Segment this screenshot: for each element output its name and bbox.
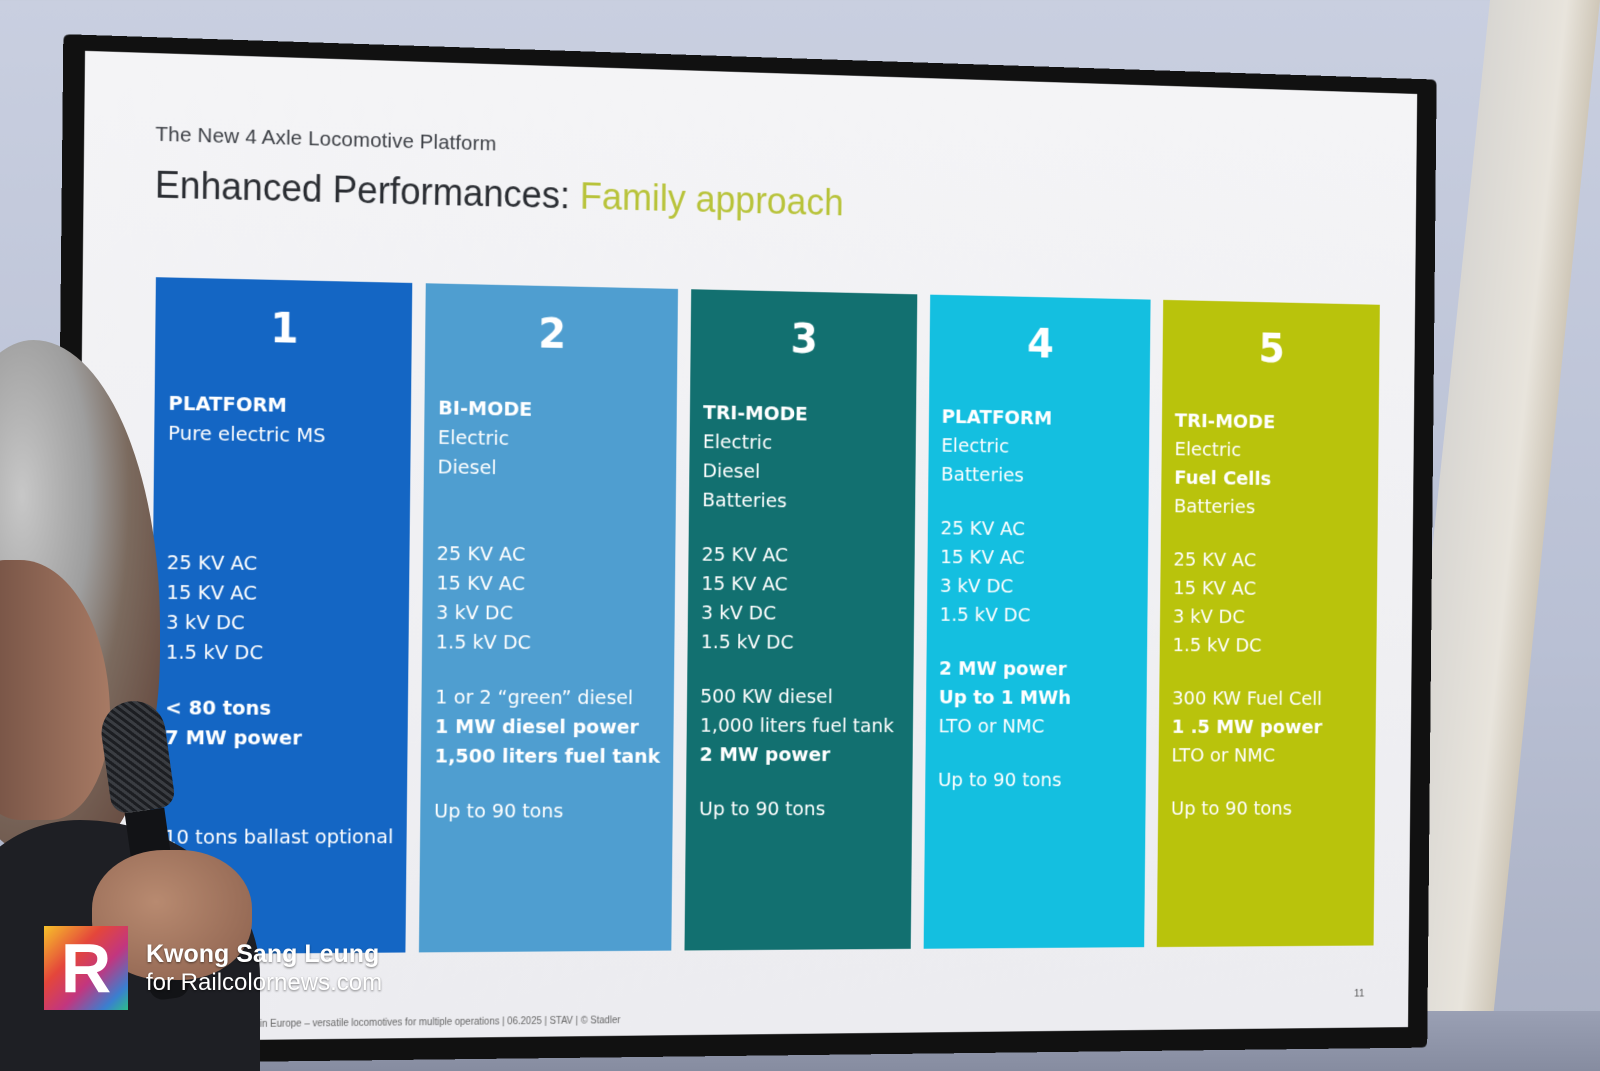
column-voltage: 3 kV DC <box>1172 604 1245 628</box>
column-source: Diesel <box>702 458 761 483</box>
column-spec: 2 MW power <box>938 656 1067 681</box>
column-weight: 10 tons ballast optional <box>163 824 394 849</box>
column-spec: 7 MW power <box>164 725 302 750</box>
column-voltage: 25 KV AC <box>701 542 789 567</box>
column-spec: 1,000 liters fuel tank <box>699 713 894 738</box>
column-source: Batteries <box>940 462 1024 487</box>
column-voltage: 3 kV DC <box>939 573 1014 598</box>
column-spec: 1 .5 MW power <box>1171 714 1323 739</box>
spacer <box>1172 659 1364 685</box>
column-source: Electric <box>437 425 510 450</box>
column-mode: TRI-MODE <box>1174 408 1276 434</box>
spacer <box>434 770 660 796</box>
column-voltage: 15 KV AC <box>436 570 526 596</box>
column-number: 1 <box>269 303 299 353</box>
monitor: The New 4 Axle Locomotive Platform Enhan… <box>52 34 1437 1065</box>
column-source: Batteries <box>702 487 788 513</box>
slide-title-accent: Family approach <box>579 176 844 225</box>
column-spec: 500 KW diesel <box>700 684 833 708</box>
spacer <box>938 740 1134 765</box>
watermark: R Kwong Sang Leung for Railcolornews.com <box>44 926 382 1010</box>
column-mode: BI-MODE <box>438 395 533 421</box>
column-4: 4 PLATFORM Electric Batteries 25 KV AC 15 KV … <box>923 294 1151 949</box>
column-voltage: 25 KV AC <box>1173 547 1257 572</box>
watermark-text: Kwong Sang Leung for Railcolornews.com <box>146 940 382 997</box>
column-source: Electric <box>1174 437 1242 461</box>
column-spec: 2 MW power <box>699 742 831 766</box>
column-number: 3 <box>790 314 819 363</box>
railcolor-logo-letter: R <box>60 929 112 1007</box>
column-weight: Up to 90 tons <box>1170 796 1293 820</box>
slide-title: Enhanced Performances: Family approach <box>155 165 844 225</box>
column-voltage: 15 KV AC <box>166 580 258 605</box>
slide-subtitle: The New 4 Axle Locomotive Platform <box>155 122 497 156</box>
column-mode: PLATFORM <box>168 390 288 417</box>
spacer <box>941 488 1137 515</box>
column-spec: Up to 1 MWh <box>938 685 1072 709</box>
column-spec: 1,500 liters fuel tank <box>434 743 661 768</box>
spacer <box>699 769 899 794</box>
column-spec: LTO or NMC <box>938 714 1045 738</box>
slide-title-main: Enhanced Performances: <box>154 164 581 218</box>
column-weight: Up to 90 tons <box>699 796 826 821</box>
column-voltage: 15 KV AC <box>701 571 788 596</box>
column-spec: 300 KW Fuel Cell <box>1172 686 1323 710</box>
column-voltage: 15 KV AC <box>1173 575 1257 600</box>
column-voltage: 25 KV AC <box>940 515 1026 541</box>
spacer <box>437 481 663 541</box>
column-voltage: 1.5 kV DC <box>1172 633 1262 657</box>
column-voltage: 3 kV DC <box>701 600 777 625</box>
locomotive-columns: 1 PLATFORM Pure electric MS 25 KV AC 15 KV A… <box>148 277 1380 955</box>
railcolor-logo: R <box>44 926 128 1010</box>
column-spec: 1 MW diesel power <box>434 714 639 739</box>
spacer <box>939 628 1135 654</box>
column-3: 3 TRI-MODE Electric Diesel Batteries 25 KV AC… <box>684 289 918 951</box>
column-voltage: 15 KV AC <box>940 544 1025 569</box>
column-voltage: 3 kV DC <box>166 609 245 635</box>
slide-footer: ...il transport in Europe – versatile lo… <box>203 1015 621 1031</box>
column-voltage: 1.5 kV DC <box>700 629 794 654</box>
column-source: Diesel <box>437 454 497 480</box>
spacer <box>435 656 661 683</box>
column-spec: LTO or NMC <box>1171 743 1276 767</box>
spacer <box>1174 520 1366 547</box>
column-voltage: 25 KV AC <box>436 541 526 566</box>
column-source: Pure electric MS <box>167 420 326 448</box>
spacer <box>167 448 397 550</box>
column-voltage: 1.5 kV DC <box>435 629 531 654</box>
slide: The New 4 Axle Locomotive Platform Enhan… <box>74 50 1418 1042</box>
column-5: 5 TRI-MODE Electric Fuel Cells Batteries 25 K… <box>1157 299 1380 948</box>
column-voltage: 1.5 kV DC <box>939 602 1031 627</box>
column-number: 2 <box>538 309 567 358</box>
spacer <box>1171 769 1363 794</box>
column-weight: Up to 90 tons <box>937 767 1062 791</box>
column-number: 4 <box>1026 319 1055 368</box>
spacer <box>164 752 394 822</box>
spacer <box>700 656 900 682</box>
column-source: Fuel Cells <box>1174 465 1272 490</box>
column-source: Electric <box>941 433 1010 458</box>
column-spec: < 80 tons <box>165 695 272 720</box>
column-weight: Up to 90 tons <box>434 798 564 823</box>
slide-page-number: 11 <box>1354 987 1365 1000</box>
column-2: 2 BI-MODE Electric Diesel 25 KV AC 15 KV AC 3 … <box>419 283 679 953</box>
column-source: Electric <box>702 429 773 454</box>
column-voltage: 25 KV AC <box>166 550 258 575</box>
column-source: Batteries <box>1173 494 1256 519</box>
column-number: 5 <box>1258 324 1286 372</box>
spacer <box>702 514 902 542</box>
column-voltage: 3 kV DC <box>436 600 514 625</box>
watermark-name: Kwong Sang Leung <box>146 939 380 968</box>
spacer <box>165 667 395 694</box>
column-voltage: 1.5 kV DC <box>165 639 264 665</box>
column-mode: PLATFORM <box>941 404 1053 430</box>
column-mode: TRI-MODE <box>703 400 808 426</box>
watermark-site: for Railcolornews.com <box>146 968 383 996</box>
column-spec: 1 or 2 “green” diesel <box>435 684 634 710</box>
